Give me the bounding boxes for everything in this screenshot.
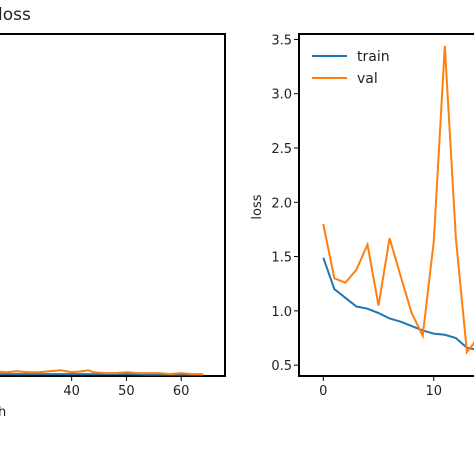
- right-x-tick-label: 0: [319, 384, 327, 399]
- right-chart: 0.5 1.0 1.5 2.0 2.5 3.0 3.5 0 10 loss train val: [250, 33, 474, 399]
- left-chart: loss 40 50 60 h: [0, 5, 226, 420]
- legend: train val: [312, 49, 390, 87]
- legend-label-train: train: [357, 49, 390, 65]
- right-y-tick-label: 2.0: [271, 196, 292, 211]
- right-x-ticks: 0 10: [319, 376, 442, 399]
- right-series-val-line: [322, 45, 474, 355]
- right-series-train-line: [322, 257, 474, 351]
- right-y-tick-label: 3.5: [271, 33, 292, 48]
- left-chart-title: loss: [0, 5, 31, 25]
- right-y-tick-label: 1.0: [271, 305, 292, 320]
- right-x-tick-label: 10: [425, 384, 442, 399]
- left-series-lines: [0, 369, 204, 376]
- right-y-tick-label: 2.5: [271, 142, 292, 157]
- right-y-axis-label: loss: [250, 194, 265, 219]
- right-y-tick-label: 3.0: [271, 88, 292, 103]
- left-x-tick-label: 60: [173, 384, 190, 399]
- left-x-ticks: 40 50 60: [63, 376, 189, 399]
- left-plot-frame: [0, 33, 226, 377]
- left-x-axis-label: h: [0, 405, 6, 420]
- legend-label-val: val: [357, 71, 378, 87]
- right-y-tick-label: 0.5: [271, 359, 292, 374]
- right-plot-frame: [298, 33, 474, 377]
- right-y-tick-label: 1.5: [271, 251, 292, 266]
- right-series-lines: [322, 45, 474, 355]
- left-x-tick-label: 50: [118, 384, 135, 399]
- left-series-orange-line: [0, 369, 204, 376]
- left-x-tick-label: 40: [63, 384, 80, 399]
- right-y-ticks: 0.5 1.0 1.5 2.0 2.5 3.0 3.5: [271, 33, 299, 374]
